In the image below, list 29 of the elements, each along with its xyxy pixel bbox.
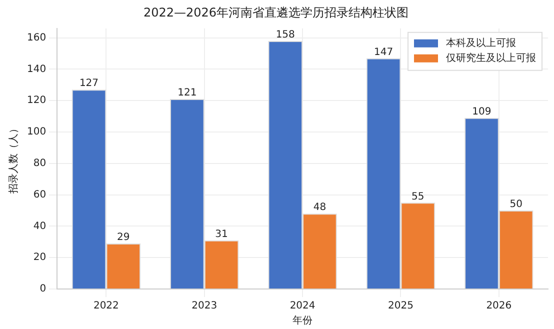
data-label: 31 <box>215 228 228 240</box>
data-label: 48 <box>313 202 326 214</box>
x-tick-label: 2022 <box>93 300 119 312</box>
y-tick-label: 60 <box>33 189 46 200</box>
x-tick-label: 2023 <box>192 300 218 312</box>
y-tick-label: 40 <box>33 220 46 232</box>
data-label: 55 <box>412 191 424 202</box>
x-tick-label: 2025 <box>388 300 414 312</box>
y-tick-label: 160 <box>26 32 46 44</box>
data-label: 158 <box>276 30 295 41</box>
y-tick-label: 120 <box>26 95 46 106</box>
data-label: 147 <box>374 46 394 58</box>
legend-label: 本科及以上可报 <box>446 36 516 49</box>
y-tick-label: 100 <box>26 126 46 138</box>
data-label: 29 <box>116 232 130 244</box>
data-label: 109 <box>472 106 492 118</box>
x-tick-label: 2026 <box>486 300 512 312</box>
data-label: 50 <box>510 199 522 210</box>
y-tick-label: 140 <box>26 64 46 75</box>
data-label: 127 <box>79 78 99 90</box>
x-axis-title: 年份 <box>292 314 313 327</box>
data-label: 121 <box>178 88 197 99</box>
x-tick-label: 2024 <box>290 300 316 312</box>
chart-title: 2022—2026年河南省直遴选学历招录结构柱状图 <box>143 5 409 20</box>
y-tick-label: 80 <box>33 158 46 170</box>
legend-label: 仅研究生及以上可报 <box>446 52 536 64</box>
y-tick-label: 20 <box>33 252 46 264</box>
y-tick-label: 0 <box>40 284 46 295</box>
y-axis-title: 招录人数（人） <box>8 124 20 195</box>
